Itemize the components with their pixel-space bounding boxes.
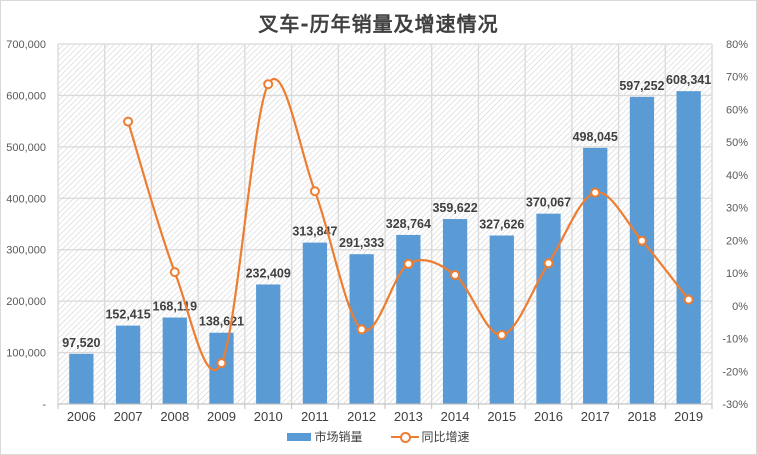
bar-series-market-sales bbox=[69, 91, 701, 405]
bar-2006 bbox=[69, 353, 94, 404]
y-right-tick-label: -30% bbox=[722, 399, 748, 411]
x-tick-label: 2007 bbox=[114, 409, 143, 424]
growth-marker bbox=[169, 267, 180, 278]
x-tick-label: 2014 bbox=[441, 409, 470, 424]
x-tick-label: 2008 bbox=[160, 409, 189, 424]
bar-2019 bbox=[676, 91, 701, 404]
growth-marker bbox=[543, 258, 554, 269]
data-label-2013: 328,764 bbox=[386, 217, 431, 231]
growth-marker bbox=[403, 258, 414, 269]
data-label-2014: 359,622 bbox=[432, 201, 477, 215]
x-axis: 2006 2007 2008 2009 2010 2011 2012 2013 2014 2015… bbox=[57, 403, 713, 424]
x-tick-label: 2012 bbox=[347, 409, 376, 424]
y-right-tick-label: 70% bbox=[726, 72, 748, 84]
x-tick-label: 2006 bbox=[67, 409, 96, 424]
data-label-2007: 152,415 bbox=[105, 308, 150, 322]
x-tick-label: 2018 bbox=[627, 409, 656, 424]
y-left-tick-label: 700,000 bbox=[6, 39, 46, 51]
y-left-tick-label: 400,000 bbox=[6, 193, 46, 205]
bar-2017 bbox=[583, 147, 608, 405]
bar-2011 bbox=[302, 242, 328, 404]
line-marker-swatch-icon bbox=[390, 431, 419, 443]
x-tick-label: 2016 bbox=[534, 409, 563, 424]
data-label-2008: 168,119 bbox=[153, 300, 198, 314]
data-label-2018: 597,252 bbox=[619, 79, 664, 93]
bar-2009 bbox=[209, 332, 234, 404]
y-right-tick-label: 20% bbox=[726, 235, 748, 247]
y-right-tick-label: 80% bbox=[726, 39, 748, 51]
bar-swatch-icon bbox=[287, 432, 312, 441]
legend: 市场销量 同比增速 bbox=[0, 428, 757, 445]
y-axis-right: -30% -20% -10% 0% 10% 20% 30% 40% 50% 60% 70% 80% bbox=[722, 39, 748, 411]
y-right-tick-label: 60% bbox=[726, 104, 748, 116]
line-series-yoy-growth bbox=[123, 77, 694, 372]
growth-marker bbox=[216, 358, 227, 369]
y-left-tick-label: - bbox=[42, 399, 46, 411]
x-tick-label: 2009 bbox=[207, 409, 236, 424]
y-right-tick-label: 50% bbox=[726, 137, 748, 149]
growth-marker bbox=[496, 329, 507, 340]
data-label-2012: 291,333 bbox=[339, 236, 384, 250]
legend-label: 同比增速 bbox=[421, 430, 470, 444]
y-right-tick-label: -10% bbox=[722, 334, 748, 346]
y-right-tick-label: 30% bbox=[726, 203, 748, 215]
x-tick-label: 2019 bbox=[674, 409, 703, 424]
data-label-2015: 327,626 bbox=[479, 218, 524, 232]
y-left-tick-label: 600,000 bbox=[6, 90, 46, 102]
y-left-tick-label: 500,000 bbox=[6, 142, 46, 154]
bar-2010 bbox=[256, 284, 281, 404]
data-label-2010: 232,409 bbox=[246, 266, 291, 280]
chart-title: 叉车-历年销量及增速情况 bbox=[258, 12, 499, 36]
y-left-tick-label: 100,000 bbox=[6, 348, 46, 360]
y-right-tick-label: 10% bbox=[726, 268, 748, 280]
x-tick-label: 2015 bbox=[487, 409, 516, 424]
growth-marker bbox=[636, 235, 647, 246]
bar-2008 bbox=[162, 317, 187, 404]
x-tick-label: 2013 bbox=[394, 409, 423, 424]
legend-item-market-sales[interactable]: 市场销量 bbox=[287, 428, 363, 445]
legend-label: 市场销量 bbox=[314, 430, 363, 444]
bar-2016 bbox=[536, 213, 561, 404]
growth-marker bbox=[590, 187, 601, 198]
growth-marker bbox=[123, 116, 134, 127]
y-left-tick-label: 200,000 bbox=[6, 296, 46, 308]
data-label-2006: 97,520 bbox=[62, 336, 100, 350]
y-right-tick-label: 0% bbox=[732, 301, 748, 313]
data-label-2017: 498,045 bbox=[573, 130, 618, 144]
y-left-tick-label: 300,000 bbox=[6, 245, 46, 257]
x-tick-label: 2017 bbox=[581, 409, 610, 424]
data-label-2011: 313,847 bbox=[292, 225, 337, 239]
growth-marker bbox=[356, 324, 367, 335]
bar-2007 bbox=[115, 325, 141, 404]
legend-item-yoy-growth[interactable]: 同比增速 bbox=[390, 428, 470, 445]
growth-marker bbox=[450, 270, 461, 281]
data-label-2009: 138,621 bbox=[199, 315, 244, 329]
x-tick-label: 2011 bbox=[301, 409, 329, 424]
growth-marker bbox=[263, 79, 274, 90]
y-right-tick-label: -20% bbox=[722, 366, 748, 378]
growth-marker bbox=[683, 294, 694, 305]
y-right-tick-label: 40% bbox=[726, 170, 748, 182]
y-axis-left: - 100,000 200,000 300,000 400,000 500,000 600,… bbox=[6, 39, 46, 411]
bar-2014 bbox=[442, 219, 468, 404]
data-label-2019: 608,341 bbox=[666, 73, 711, 87]
data-label-2016: 370,067 bbox=[526, 196, 571, 210]
growth-marker bbox=[309, 186, 320, 197]
x-tick-label: 2010 bbox=[254, 409, 283, 424]
bar-2015 bbox=[489, 235, 514, 404]
